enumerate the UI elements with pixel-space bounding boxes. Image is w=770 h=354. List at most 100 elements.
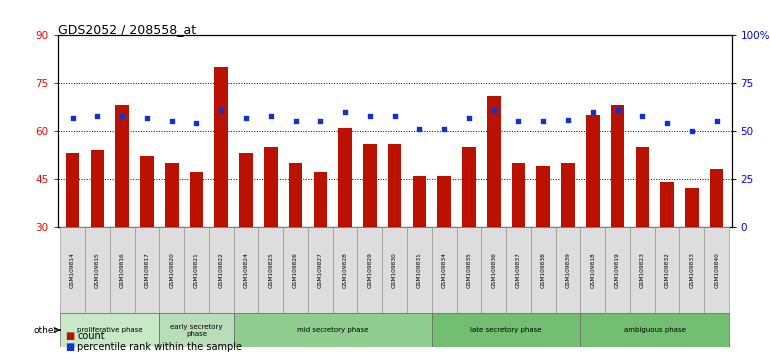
Text: GSM109828: GSM109828	[343, 252, 347, 288]
Bar	[209, 227, 233, 313]
Point	[66, 115, 79, 120]
Text: GSM109836: GSM109836	[491, 252, 496, 288]
Bar	[165, 163, 179, 322]
Text: GSM109837: GSM109837	[516, 252, 521, 288]
Bar	[357, 227, 382, 313]
Bar	[333, 227, 357, 313]
Point	[413, 126, 426, 132]
Point	[512, 119, 524, 124]
Bar	[184, 227, 209, 313]
Bar	[581, 313, 729, 347]
Bar	[363, 144, 377, 322]
Bar	[457, 227, 481, 313]
Bar	[91, 150, 104, 322]
Text: GSM109833: GSM109833	[689, 252, 695, 288]
Point	[636, 113, 648, 119]
Bar	[140, 156, 154, 322]
Bar	[561, 163, 575, 322]
Bar	[313, 172, 327, 322]
Bar	[556, 227, 581, 313]
Point	[537, 119, 550, 124]
Bar	[581, 227, 605, 313]
Bar	[481, 227, 506, 313]
Bar	[283, 227, 308, 313]
Text: GSM109838: GSM109838	[541, 252, 546, 288]
Point	[190, 120, 203, 126]
Bar	[65, 153, 79, 322]
Point	[91, 113, 103, 119]
Bar	[432, 227, 457, 313]
Bar	[537, 166, 550, 322]
Text: GSM109834: GSM109834	[442, 252, 447, 288]
Text: GSM109830: GSM109830	[392, 252, 397, 288]
Text: GSM109823: GSM109823	[640, 252, 644, 288]
Bar	[85, 227, 110, 313]
Bar	[308, 227, 333, 313]
Bar	[338, 128, 352, 322]
Point	[363, 113, 376, 119]
Text: GSM109817: GSM109817	[145, 252, 149, 288]
Bar	[159, 313, 233, 347]
Text: ■: ■	[65, 331, 75, 341]
Bar	[388, 144, 401, 322]
Bar	[110, 227, 135, 313]
Text: GSM109815: GSM109815	[95, 252, 100, 288]
Bar	[159, 227, 184, 313]
Point	[116, 113, 129, 119]
Bar	[289, 163, 303, 322]
Text: other: other	[33, 326, 60, 335]
Text: GSM109820: GSM109820	[169, 252, 174, 288]
Text: GSM109826: GSM109826	[293, 252, 298, 288]
Bar	[233, 227, 259, 313]
Text: GSM109832: GSM109832	[665, 252, 670, 288]
Text: GSM109840: GSM109840	[714, 252, 719, 288]
Bar	[264, 147, 278, 322]
Text: GSM109824: GSM109824	[243, 252, 249, 288]
Text: early secretory
phase: early secretory phase	[170, 324, 223, 337]
Point	[463, 115, 475, 120]
Text: GSM109818: GSM109818	[591, 252, 595, 288]
Bar	[679, 227, 705, 313]
Text: ambiguous phase: ambiguous phase	[624, 327, 685, 333]
Bar	[531, 227, 556, 313]
Bar	[116, 105, 129, 322]
Point	[686, 128, 698, 134]
Point	[388, 113, 400, 119]
Point	[239, 115, 252, 120]
Text: mid secretory phase: mid secretory phase	[297, 327, 368, 333]
Point	[141, 115, 153, 120]
Point	[611, 107, 624, 113]
Bar	[506, 227, 531, 313]
Bar	[259, 227, 283, 313]
Text: proliferative phase: proliferative phase	[77, 327, 142, 333]
Bar	[214, 67, 228, 322]
Text: GSM109825: GSM109825	[268, 252, 273, 288]
Point	[438, 126, 450, 132]
Bar	[60, 227, 85, 313]
Text: GSM109819: GSM109819	[615, 252, 620, 288]
Bar	[462, 147, 476, 322]
Bar	[413, 176, 427, 322]
Text: percentile rank within the sample: percentile rank within the sample	[77, 342, 242, 352]
Bar	[437, 176, 451, 322]
Text: late secretory phase: late secretory phase	[470, 327, 542, 333]
Bar	[605, 227, 630, 313]
Text: GSM109822: GSM109822	[219, 252, 224, 288]
Bar	[239, 153, 253, 322]
Point	[661, 120, 673, 126]
Point	[339, 109, 351, 115]
Bar	[635, 147, 649, 322]
Text: GDS2052 / 208558_at: GDS2052 / 208558_at	[58, 23, 196, 36]
Bar	[710, 169, 724, 322]
Bar	[511, 163, 525, 322]
Point	[314, 119, 326, 124]
Point	[587, 109, 599, 115]
Bar	[432, 313, 581, 347]
Point	[711, 119, 723, 124]
Text: GSM109827: GSM109827	[318, 252, 323, 288]
Bar	[487, 96, 500, 322]
Text: count: count	[77, 331, 105, 341]
Bar	[611, 105, 624, 322]
Text: GSM109831: GSM109831	[417, 252, 422, 288]
Bar	[135, 227, 159, 313]
